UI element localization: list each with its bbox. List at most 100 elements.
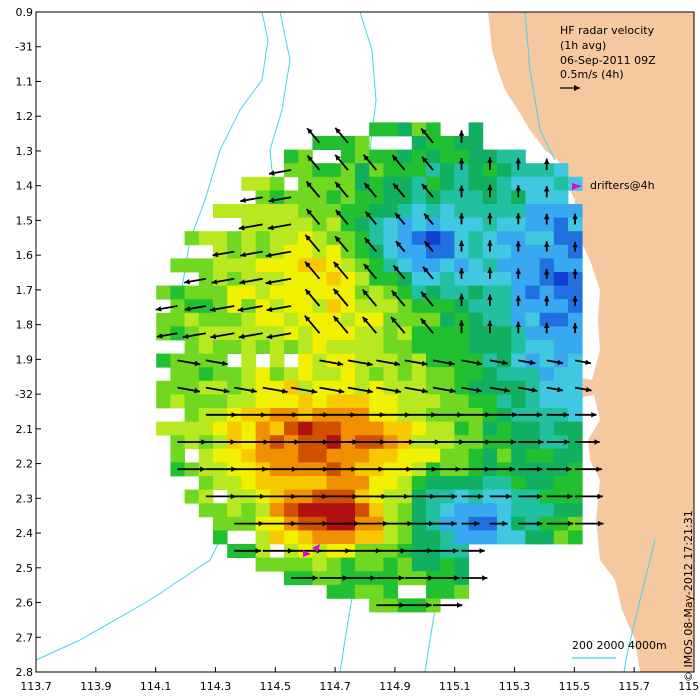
- velocity-cell: [525, 163, 540, 178]
- velocity-cell: [468, 421, 484, 436]
- velocity-cell: [426, 258, 441, 273]
- velocity-cell: [383, 340, 398, 354]
- velocity-cell: [298, 163, 313, 178]
- velocity-cell: [227, 258, 242, 273]
- velocity-cell: [312, 258, 327, 273]
- velocity-arrowhead: [363, 263, 370, 270]
- velocity-cell: [397, 394, 413, 409]
- velocity-arrowhead: [335, 182, 341, 188]
- velocity-cell: [298, 380, 313, 395]
- velocity-cell: [369, 285, 384, 300]
- velocity-arrowhead: [268, 197, 275, 203]
- velocity-arrowhead: [240, 197, 246, 203]
- velocity-arrowhead: [596, 466, 602, 472]
- velocity-cell: [553, 231, 569, 246]
- velocity-cell: [269, 340, 285, 354]
- velocity-arrowhead: [394, 361, 400, 367]
- velocity-cell: [184, 353, 200, 368]
- velocity-cell: [269, 272, 285, 286]
- x-tick-label: 115.1: [439, 680, 471, 693]
- velocity-cell: [440, 353, 455, 368]
- velocity-arrowhead: [457, 602, 463, 608]
- velocity-cell: [227, 231, 242, 246]
- velocity-arrowhead: [451, 520, 457, 527]
- velocity-cell: [255, 367, 271, 382]
- velocity-cell: [568, 367, 583, 382]
- velocity-cell: [411, 340, 427, 354]
- velocity-cell: [213, 204, 228, 218]
- velocity-cell: [468, 122, 484, 137]
- velocity-cell: [184, 340, 200, 354]
- velocity-cell: [454, 204, 469, 218]
- velocity-cell: [539, 421, 555, 436]
- velocity-arrowhead: [342, 575, 349, 581]
- velocity-cell: [198, 448, 214, 463]
- velocity-cell: [497, 190, 512, 205]
- title-line-1: HF radar velocity: [560, 24, 655, 37]
- velocity-cell: [440, 503, 455, 518]
- y-axis: 0.9 -31 1.1 1.2 1.3 1.4 1.5 1.6 1.7 1.8 1.9 -32 2.1 2…: [15, 6, 41, 679]
- velocity-arrowhead: [237, 306, 244, 313]
- velocity-cell: [426, 584, 441, 599]
- velocity-cell: [440, 584, 455, 599]
- velocity-cell: [539, 176, 555, 191]
- velocity-cell: [213, 530, 228, 545]
- scale-arrow-icon: [560, 85, 580, 91]
- velocity-cell: [156, 394, 171, 409]
- velocity-arrowhead: [420, 318, 427, 325]
- velocity-arrowhead: [506, 493, 512, 500]
- velocity-cell: [369, 394, 384, 409]
- velocity-cell: [298, 258, 313, 273]
- velocity-arrowhead: [476, 387, 482, 393]
- velocity-arrowhead: [529, 359, 536, 366]
- velocity-cell: [482, 163, 498, 178]
- velocity-cell: [340, 149, 356, 164]
- velocity-arrowhead: [305, 234, 311, 241]
- velocity-arrowhead: [395, 213, 401, 219]
- velocity-cell: [511, 476, 526, 490]
- velocity-cell: [241, 285, 256, 300]
- velocity-cell: [312, 421, 327, 436]
- credit-text: © IMOS 08-May-2012 17:21:31: [682, 510, 695, 682]
- velocity-cell: [269, 448, 285, 463]
- velocity-cell: [440, 258, 455, 273]
- velocity-cell: [241, 380, 256, 395]
- velocity-cell: [284, 299, 299, 314]
- y-tick-label: -32: [15, 388, 33, 401]
- velocity-cell: [269, 204, 285, 218]
- x-tick-label: 114.5: [260, 680, 292, 693]
- velocity-cell: [454, 421, 469, 436]
- velocity-cell: [369, 476, 384, 490]
- velocity-cell: [468, 272, 484, 286]
- velocity-arrowhead: [335, 210, 342, 216]
- velocity-cell: [440, 163, 455, 178]
- velocity-cell: [525, 258, 540, 273]
- velocity-cell: [340, 231, 356, 246]
- velocity-cell: [497, 285, 512, 300]
- velocity-arrowhead: [182, 333, 189, 339]
- velocity-arrowhead: [269, 170, 275, 176]
- velocity-arrowhead: [567, 493, 573, 500]
- velocity-cell: [397, 285, 413, 300]
- velocity-cell: [269, 367, 285, 382]
- velocity-cell: [539, 217, 555, 232]
- velocity-arrowhead: [287, 548, 294, 554]
- velocity-cell: [440, 367, 455, 382]
- velocity-cell: [355, 530, 370, 545]
- velocity-cell: [468, 367, 484, 382]
- velocity-cell: [553, 258, 569, 273]
- velocity-cell: [298, 476, 313, 490]
- velocity-cell: [568, 176, 583, 191]
- velocity-arrowhead: [515, 213, 521, 219]
- velocity-cell: [170, 367, 185, 382]
- velocity-cell: [298, 190, 313, 205]
- velocity-cell: [198, 285, 214, 300]
- velocity-cell: [184, 367, 200, 382]
- velocity-cell: [468, 217, 484, 232]
- velocity-arrowhead: [544, 213, 550, 220]
- velocity-arrowhead: [453, 548, 459, 554]
- velocity-cell: [397, 258, 413, 273]
- velocity-cell: [397, 503, 413, 518]
- velocity-cell: [525, 272, 540, 286]
- title-line-2: (1h avg): [560, 39, 606, 52]
